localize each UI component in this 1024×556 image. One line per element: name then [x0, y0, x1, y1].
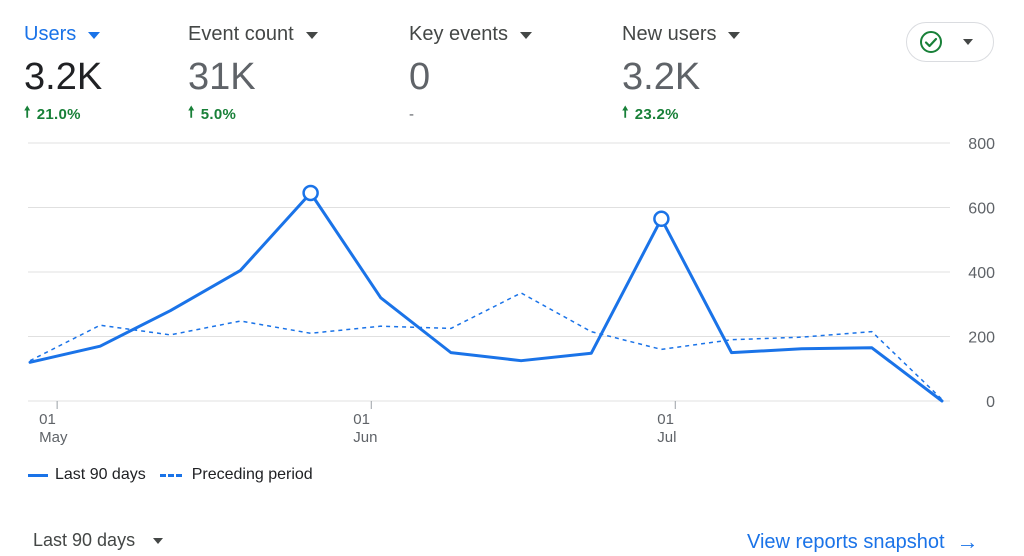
metric-users-delta-text: 21.0% [36, 105, 81, 123]
legend-solid-line-swatch [28, 473, 48, 477]
metric-users[interactable]: Users 3.2K 🠕 21.0% [24, 20, 102, 124]
legend-label-preceding-period: Preceding period [191, 466, 313, 483]
metric-new-users-value: 3.2K [622, 56, 701, 98]
metric-new-users[interactable]: New users 3.2K 🠕 23.2% [622, 20, 741, 124]
data-quality-status-button[interactable] [906, 22, 994, 62]
chevron-down-icon [305, 31, 318, 39]
metric-key-events-label-row[interactable]: Key events [409, 20, 532, 48]
metric-users-label-row[interactable]: Users [24, 20, 102, 48]
chevron-down-icon [519, 31, 532, 39]
y-tick-label: 200 [968, 330, 995, 347]
x-tick-month: Jul [657, 429, 676, 446]
metric-event-count-delta-text: 5.0% [200, 105, 237, 123]
x-tick-month: May [39, 429, 68, 446]
x-tick-month: Jun [353, 429, 377, 446]
metric-key-events[interactable]: Key events 0 - [409, 20, 532, 124]
highlighted-data-point [653, 210, 670, 228]
metric-event-count-label: Event count [188, 22, 294, 45]
series-line-preceding-period [29, 292, 943, 400]
x-tick-day: 01 [39, 411, 56, 428]
y-tick-label: 600 [968, 201, 995, 218]
arrow-up-icon: 🠕 [24, 103, 31, 121]
metric-new-users-label: New users [622, 22, 717, 45]
chevron-down-icon [728, 31, 741, 39]
chevron-down-icon [963, 39, 973, 45]
y-tick-label: 400 [968, 265, 995, 282]
x-tick-day: 01 [657, 411, 674, 428]
series-line-last-90-days [28, 191, 944, 403]
metric-key-events-delta: - [409, 104, 532, 124]
x-tick-day: 01 [353, 411, 370, 428]
metric-new-users-label-row[interactable]: New users [622, 20, 741, 48]
arrow-up-icon: 🠕 [622, 103, 629, 121]
metric-users-delta: 🠕 21.0% [24, 104, 102, 124]
legend-item-preceding-period: Preceding period [158, 466, 313, 484]
legend-item-last-90-days: Last 90 days [28, 466, 146, 484]
view-reports-snapshot-link[interactable]: View reports snapshot → [747, 529, 979, 555]
arrow-right-icon: → [956, 529, 979, 554]
check-circle-icon [920, 31, 942, 53]
legend-label-last-90-days: Last 90 days [55, 466, 146, 483]
metric-event-count-label-row[interactable]: Event count [188, 20, 318, 48]
metric-event-count[interactable]: Event count 31K 🠕 5.0% [188, 20, 318, 124]
metric-users-value: 3.2K [24, 56, 103, 98]
arrow-up-icon: 🠕 [188, 103, 195, 121]
y-tick-label: 0 [986, 394, 995, 411]
chevron-down-icon [153, 537, 164, 544]
metric-key-events-delta-text: - [409, 105, 415, 123]
metric-key-events-label: Key events [409, 22, 508, 45]
chart-legend: Last 90 days Preceding period [28, 466, 325, 484]
view-reports-snapshot-label: View reports snapshot [747, 530, 945, 553]
metric-key-events-value: 0 [409, 56, 431, 98]
y-tick-label: 800 [968, 138, 995, 153]
metric-users-label: Users [24, 22, 77, 45]
date-range-selector[interactable]: Last 90 days [33, 530, 164, 551]
highlighted-data-point [302, 184, 319, 202]
chevron-down-icon [88, 31, 101, 39]
metric-new-users-delta: 🠕 23.2% [622, 104, 740, 124]
date-range-label: Last 90 days [33, 530, 136, 550]
metric-event-count-value: 31K [188, 56, 256, 98]
legend-dashed-line-swatch [159, 473, 182, 477]
metric-new-users-delta-text: 23.2% [634, 105, 679, 123]
metric-event-count-delta: 🠕 5.0% [188, 104, 318, 124]
